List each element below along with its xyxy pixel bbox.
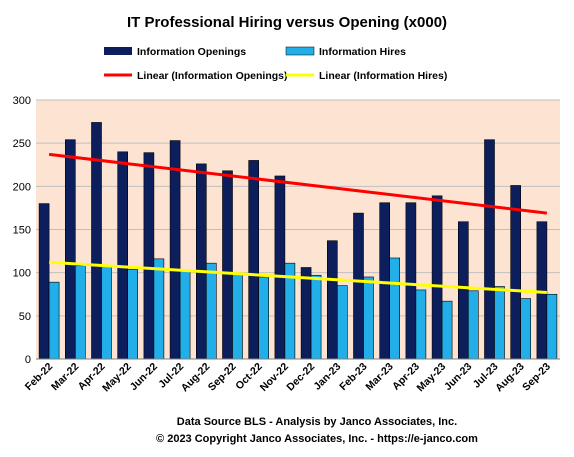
x-tick-label: Jun-23 <box>442 361 475 394</box>
legend-label-openings: Information Openings <box>137 46 246 58</box>
bar-hires <box>153 258 165 360</box>
bar-openings <box>38 203 50 360</box>
bar-openings <box>196 163 207 360</box>
bars <box>38 122 558 360</box>
bar-hires <box>258 276 270 360</box>
x-tick-label: May-23 <box>415 361 449 395</box>
legend-swatch-openings <box>104 47 132 55</box>
bar-openings <box>431 195 443 360</box>
bar-hires <box>232 274 243 360</box>
x-tick-label: Sep-22 <box>206 361 239 394</box>
legend-label-trend-hires: Linear (Information Hires) <box>319 70 447 82</box>
y-tick-label: 300 <box>13 95 31 107</box>
bar-hires <box>389 257 401 360</box>
bar-hires <box>467 290 479 360</box>
bar-hires <box>127 268 138 360</box>
bar-hires <box>546 293 558 360</box>
bar-openings <box>169 140 181 360</box>
x-tick-label: Jun-22 <box>128 361 161 394</box>
bar-hires <box>101 265 112 360</box>
y-tick-label: 150 <box>13 225 31 237</box>
x-axis: Feb-22Mar-22Apr-22May-22Jun-22Jul-22Aug-… <box>23 361 553 395</box>
bar-openings <box>91 122 102 360</box>
x-tick-label: Sep-23 <box>520 361 553 394</box>
y-tick-label: 200 <box>13 181 31 193</box>
bar-openings <box>222 170 233 360</box>
bar-hires <box>415 289 427 360</box>
chart-title: IT Professional Hiring versus Opening (x… <box>127 14 447 31</box>
bar-hires <box>206 262 217 360</box>
x-tick-label: Nov-22 <box>258 361 291 394</box>
x-tick-label: Feb-23 <box>337 361 370 394</box>
x-tick-label: Aug-22 <box>179 361 213 395</box>
trendlines <box>48 152 548 295</box>
bar-openings <box>353 212 364 360</box>
bar-openings <box>274 175 286 360</box>
bar-openings <box>457 221 469 360</box>
legend-label-trend-openings: Linear (Information Openings) <box>137 70 288 82</box>
x-tick-label: Jan-23 <box>311 361 343 393</box>
y-tick-label: 250 <box>13 138 31 150</box>
trendline-openings <box>48 152 548 215</box>
bar-openings <box>326 240 338 360</box>
bar-openings <box>117 151 128 360</box>
x-tick-label: Mar-23 <box>363 361 396 394</box>
y-tick-label: 100 <box>13 268 31 280</box>
bar-openings <box>143 152 155 360</box>
y-axis: 0 50 100 150 200 250 300 <box>13 95 31 366</box>
legend-item-trend-openings: Linear (Information Openings) <box>104 70 288 82</box>
bar-hires <box>336 285 348 360</box>
bar-hires <box>48 281 60 360</box>
bar-openings <box>248 160 259 360</box>
footer-source: Data Source BLS - Analysis by Janco Asso… <box>177 416 457 428</box>
legend-label-hires: Information Hires <box>319 46 406 58</box>
bar-hires <box>441 300 453 360</box>
legend-swatch-hires <box>285 46 315 56</box>
bar-openings <box>536 221 548 360</box>
legend-item-trend-hires: Linear (Information Hires) <box>286 70 447 82</box>
bar-openings <box>405 202 417 360</box>
bar-hires <box>310 274 322 360</box>
legend-item-openings: Information Openings <box>104 46 246 58</box>
bar-openings <box>484 139 495 360</box>
x-tick-label: Dec-22 <box>284 361 317 394</box>
x-tick-label: Aug-23 <box>493 361 527 395</box>
bar-openings <box>300 267 312 360</box>
bar-hires <box>363 276 374 360</box>
x-tick-label: Mar-22 <box>49 361 82 394</box>
y-tick-label: 50 <box>19 311 31 323</box>
bar-openings <box>510 185 522 360</box>
x-tick-label: May-22 <box>100 361 134 395</box>
y-tick-label: 0 <box>25 354 31 366</box>
legend: Information Openings Information Hires L… <box>104 46 447 82</box>
bar-hires <box>179 270 191 360</box>
trendline-hires <box>49 260 547 295</box>
bar-hires <box>494 286 505 360</box>
footer-copyright: © 2023 Copyright Janco Associates, Inc. … <box>156 433 478 445</box>
bar-openings <box>379 202 391 360</box>
bar-hires <box>520 298 532 360</box>
legend-item-hires: Information Hires <box>285 46 406 58</box>
bar-hires <box>75 265 86 360</box>
bar-openings <box>65 139 76 360</box>
